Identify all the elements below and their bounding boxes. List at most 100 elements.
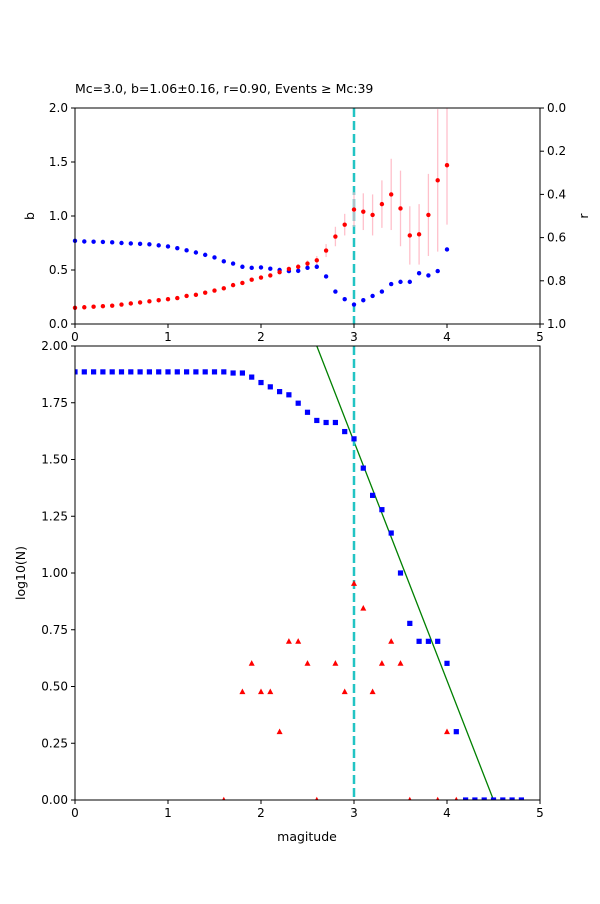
- top-right-y-tick-label: 0.8: [547, 274, 566, 288]
- r-point: [184, 248, 189, 253]
- b-point: [277, 269, 282, 275]
- r-point: [435, 268, 440, 274]
- bottom-x-tick-label: 1: [164, 806, 172, 820]
- top-x-tick-label: 5: [536, 330, 544, 344]
- b-point: [426, 212, 431, 218]
- b-point: [370, 212, 375, 218]
- b-point: [203, 290, 208, 295]
- noncumulative-point: [267, 688, 274, 695]
- b-point: [156, 298, 161, 303]
- cumulative-point: [156, 369, 162, 375]
- noncumulative-point: [285, 638, 292, 644]
- cumulative-point: [137, 369, 143, 375]
- r-point: [370, 293, 375, 299]
- cumulative-point: [342, 428, 348, 435]
- r-point: [426, 273, 431, 278]
- r-point: [110, 240, 115, 245]
- noncumulative-point: [351, 580, 357, 586]
- b-point: [379, 201, 385, 207]
- noncumulative-point: [332, 660, 339, 666]
- noncumulative-point: [222, 796, 226, 800]
- cumulative-point: [109, 369, 115, 375]
- cumulative-point: [407, 620, 413, 626]
- b-point: [407, 233, 412, 238]
- cumulative-point: [360, 465, 366, 471]
- r-point: [82, 239, 87, 244]
- top-y-tick-label: 2.0: [49, 101, 68, 115]
- top-y-tick-label: 0.5: [49, 263, 68, 277]
- b-point: [137, 300, 143, 305]
- r-point: [379, 289, 385, 294]
- bottom-y-tick-label: 0.25: [41, 736, 68, 750]
- b-point: [184, 293, 189, 299]
- b-point: [361, 209, 366, 214]
- b-point: [435, 178, 440, 183]
- cumulative-point: [490, 797, 497, 800]
- cumulative-point: [323, 419, 329, 426]
- b-point: [258, 275, 264, 280]
- noncumulative-point: [444, 728, 450, 735]
- cumulative-point: [397, 570, 404, 576]
- cumulative-point: [211, 369, 218, 375]
- noncumulative-point: [397, 660, 404, 666]
- bottom-y-tick-label: 0.75: [41, 623, 68, 637]
- top-x-tick-label: 4: [443, 330, 451, 344]
- cumulative-point: [444, 660, 450, 666]
- r-point: [342, 296, 347, 302]
- cumulative-point: [258, 379, 264, 386]
- b-point: [314, 258, 319, 263]
- b-point: [351, 207, 357, 212]
- cumulative-point: [472, 797, 478, 800]
- top-plot: 0 1 2 3 4 5 0.0 0.5 1.0 1.5 2.0 0.0 0.2 0.4 0.6 0.8 1.0: [49, 101, 566, 344]
- cumulative-point: [518, 797, 524, 800]
- r-point: [91, 239, 96, 244]
- r-point: [175, 245, 180, 251]
- b-point: [268, 273, 273, 278]
- b-point: [296, 264, 301, 269]
- r-point: [444, 247, 450, 252]
- bottom-y-tick-label: 1.00: [41, 566, 68, 580]
- r-point: [221, 259, 226, 264]
- top-x-tick-label: 3: [350, 330, 358, 344]
- b-point: [175, 295, 180, 301]
- b-point: [119, 302, 124, 307]
- cumulative-point: [221, 369, 227, 375]
- top-right-y-tick-label: 1.0: [547, 317, 566, 331]
- noncumulative-point: [295, 638, 302, 644]
- b-point: [100, 303, 106, 309]
- r-point: [296, 268, 301, 274]
- bottom-y-tick-label: 2.00: [41, 339, 68, 353]
- r-point: [240, 264, 245, 269]
- cumulative-point: [184, 369, 190, 375]
- r-point: [416, 271, 422, 276]
- r-point: [230, 261, 236, 266]
- noncumulative-point: [369, 688, 376, 695]
- cumulative-point: [370, 492, 376, 498]
- cumulative-point: [425, 638, 431, 644]
- cumulative-point: [146, 369, 152, 375]
- cumulative-point: [500, 797, 506, 800]
- noncumulative-point: [435, 796, 440, 800]
- cumulative-point: [481, 797, 487, 800]
- b-point: [249, 277, 254, 282]
- bottom-y-tick-label: 1.25: [41, 509, 68, 523]
- bottom-x-axis-label: magitude: [277, 829, 337, 844]
- cumulative-point: [128, 369, 134, 375]
- cumulative-point: [267, 384, 273, 390]
- noncumulative-point: [341, 688, 348, 695]
- noncumulative-point: [388, 638, 395, 644]
- b-point: [323, 248, 329, 253]
- bottom-plot: 0 1 2 3 4 5 0.00 0.25 0.50 0.75 1.00 1.25 1.50 1.75 2.…: [41, 339, 544, 820]
- cumulative-point: [295, 400, 301, 406]
- b-point: [147, 299, 152, 304]
- cumulative-point: [277, 389, 283, 395]
- r-point: [305, 265, 310, 271]
- cumulative-point: [509, 797, 515, 800]
- cumulative-point: [165, 369, 171, 375]
- r-point: [137, 241, 143, 247]
- top-y-tick-label: 1.5: [49, 155, 68, 169]
- r-point: [407, 279, 412, 285]
- r-point: [258, 265, 264, 270]
- bottom-plot-inner: [75, 346, 524, 800]
